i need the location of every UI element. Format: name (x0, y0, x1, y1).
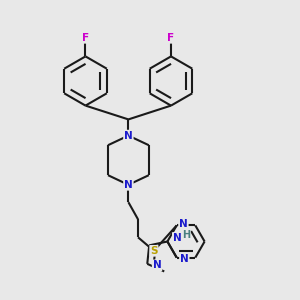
Text: S: S (150, 246, 158, 256)
Text: N: N (180, 254, 189, 264)
Text: F: F (167, 33, 175, 43)
Text: N: N (124, 130, 133, 141)
Text: N: N (179, 219, 188, 229)
Text: F: F (82, 33, 89, 43)
Text: N: N (173, 233, 182, 243)
Text: N: N (124, 180, 133, 190)
Text: N: N (153, 260, 161, 270)
Text: H: H (182, 230, 190, 240)
